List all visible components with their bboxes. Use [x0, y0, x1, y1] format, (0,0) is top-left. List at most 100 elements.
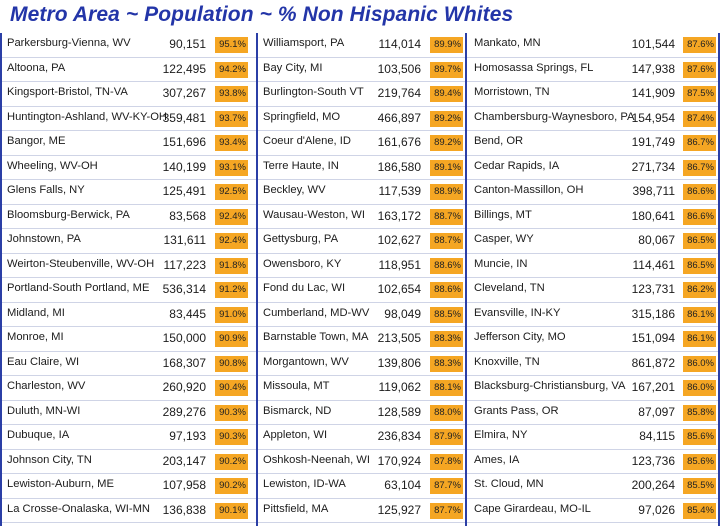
- column-panel-1: Parkersburg-Vienna, WV 90,151 95.1% Altoona…: [0, 33, 258, 526]
- percent-badge: 90.8%: [215, 355, 248, 372]
- metro-name: Springfield, MO: [263, 110, 341, 123]
- table-row: Portland-South Portland, ME 536,314 91.2%: [2, 278, 256, 303]
- population-value: 83,568: [169, 208, 206, 223]
- metro-name: Missoula, MT: [263, 380, 330, 392]
- population-value: 271,734: [631, 159, 675, 174]
- table-row: Grants Pass, OR 87,097 85.8%: [467, 401, 718, 425]
- percent-badge: 85.6%: [683, 429, 716, 445]
- population-value: 80,067: [638, 233, 675, 247]
- population-value: 191,749: [631, 135, 675, 149]
- population-value: 107,958: [162, 478, 206, 492]
- table-row: Pittsfield, MA 125,927 87.7%: [258, 499, 465, 523]
- metro-name: Gettysburg, PA: [263, 233, 339, 245]
- metro-name: Terre Haute, IN: [263, 159, 339, 172]
- percent-badge: 87.8%: [430, 453, 463, 470]
- table-row: Ames, IA 123,736 85.6%: [467, 450, 718, 474]
- population-value: 63,104: [384, 478, 421, 492]
- population-value: 307,267: [162, 86, 206, 100]
- population-value: 83,445: [169, 306, 206, 321]
- population-value: 141,909: [631, 86, 675, 100]
- population-value: 139,806: [377, 355, 421, 370]
- population-value: 98,049: [384, 306, 421, 321]
- metro-name: Cumberland, MD-WV: [263, 306, 370, 319]
- percent-badge: 90.2%: [215, 478, 248, 494]
- population-value: 117,539: [378, 184, 422, 198]
- table-row: Oshkosh-Neenah, WI 170,924 87.8%: [258, 450, 465, 474]
- population-value: 90,151: [169, 37, 206, 51]
- percent-badge: 93.8%: [215, 86, 248, 102]
- metro-name: Parkersburg-Vienna, WV: [7, 37, 131, 49]
- percent-badge: 88.0%: [430, 404, 463, 421]
- table-row: Appleton, WI 236,834 87.9%: [258, 425, 465, 450]
- population-value: 117,223: [163, 257, 207, 272]
- population-value: 125,927: [377, 502, 421, 517]
- percent-badge: 86.6%: [683, 184, 716, 200]
- table-row: Morristown, TN 141,909 87.5%: [467, 82, 718, 107]
- table-row: Lewiston, ID-WA 63,104 87.7%: [258, 474, 465, 499]
- percent-badge: 91.2%: [215, 282, 248, 298]
- percent-badge: 89.9%: [430, 37, 463, 53]
- metro-name: Portland-South Portland, ME: [7, 282, 150, 294]
- population-value: 123,736: [631, 453, 675, 468]
- percent-badge: 92.4%: [215, 233, 248, 249]
- percent-badge: 88.5%: [430, 306, 463, 323]
- percent-badge: 86.1%: [683, 306, 716, 323]
- percent-badge: 85.8%: [683, 404, 716, 421]
- percent-badge: 88.9%: [430, 184, 463, 200]
- metro-name: Cape Girardeau, MO-IL: [474, 502, 591, 515]
- population-value: 97,026: [638, 502, 675, 517]
- table-row: Bay City, MI 103,506 89.7%: [258, 58, 465, 82]
- metro-name: Mankato, MN: [474, 37, 541, 49]
- percent-badge: 93.7%: [215, 110, 248, 127]
- percent-badge: 90.2%: [215, 453, 248, 470]
- table-row: Blacksburg-Christiansburg, VA 167,201 86.0…: [467, 376, 718, 401]
- table-row: Springfield, MO 466,897 89.2%: [258, 107, 465, 131]
- metro-name: Midland, MI: [7, 306, 65, 319]
- population-value: 131,611: [163, 233, 207, 247]
- metro-name: Muncie, IN: [474, 257, 528, 270]
- population-value: 136,838: [162, 502, 206, 517]
- percent-badge: 88.7%: [430, 233, 463, 249]
- population-value: 128,589: [377, 404, 421, 419]
- percent-badge: 95.1%: [215, 37, 248, 53]
- metro-name: Altoona, PA: [7, 61, 66, 74]
- percent-badge: 86.2%: [683, 282, 716, 298]
- metro-name: Monroe, MI: [7, 331, 64, 343]
- metro-name: Barnstable Town, MA: [263, 331, 369, 343]
- population-value: 114,461: [632, 257, 676, 272]
- percent-badge: 90.9%: [215, 331, 248, 347]
- population-value: 84,115: [639, 429, 675, 443]
- metro-name: Wausau-Weston, WI: [263, 208, 365, 221]
- table-row: Eau Claire, WI 168,307 90.8%: [2, 352, 256, 376]
- metro-name: Williamsport, PA: [263, 37, 345, 49]
- population-value: 151,696: [162, 135, 206, 149]
- table-row: Gettysburg, PA 102,627 88.7%: [258, 229, 465, 254]
- metro-name: Blacksburg-Christiansburg, VA: [474, 380, 626, 392]
- percent-badge: 87.7%: [430, 502, 463, 519]
- metro-name: Bangor, ME: [7, 135, 66, 147]
- percent-badge: 87.7%: [430, 478, 463, 494]
- population-value: 119,062: [378, 380, 422, 394]
- metro-name: Kingsport-Bristol, TN-VA: [7, 86, 128, 98]
- table-row: Fond du Lac, WI 102,654 88.6%: [258, 278, 465, 303]
- percent-badge: 89.7%: [430, 61, 463, 78]
- metro-name: Johnson City, TN: [7, 453, 92, 466]
- percent-badge: 88.3%: [430, 355, 463, 372]
- population-value: 315,186: [631, 306, 675, 321]
- percent-badge: 94.2%: [215, 61, 248, 78]
- percent-badge: 88.6%: [430, 282, 463, 298]
- percent-badge: 86.5%: [683, 233, 716, 249]
- metro-name: St. Cloud, MN: [474, 478, 544, 490]
- population-value: 536,314: [162, 282, 206, 296]
- metro-name: Morgantown, WV: [263, 355, 349, 368]
- metro-name: Beckley, WV: [263, 184, 326, 196]
- percent-badge: 86.7%: [683, 159, 716, 176]
- metro-name: Billings, MT: [474, 208, 532, 221]
- population-value: 97,193: [169, 429, 206, 443]
- table-row: Kingsport-Bristol, TN-VA 307,267 93.8%: [2, 82, 256, 107]
- metro-name: Appleton, WI: [263, 429, 328, 441]
- metro-name: Fond du Lac, WI: [263, 282, 346, 294]
- table-row: Cape Girardeau, MO-IL 97,026 85.4%: [467, 499, 718, 523]
- metro-name: Eau Claire, WI: [7, 355, 80, 368]
- percent-badge: 86.6%: [683, 208, 716, 225]
